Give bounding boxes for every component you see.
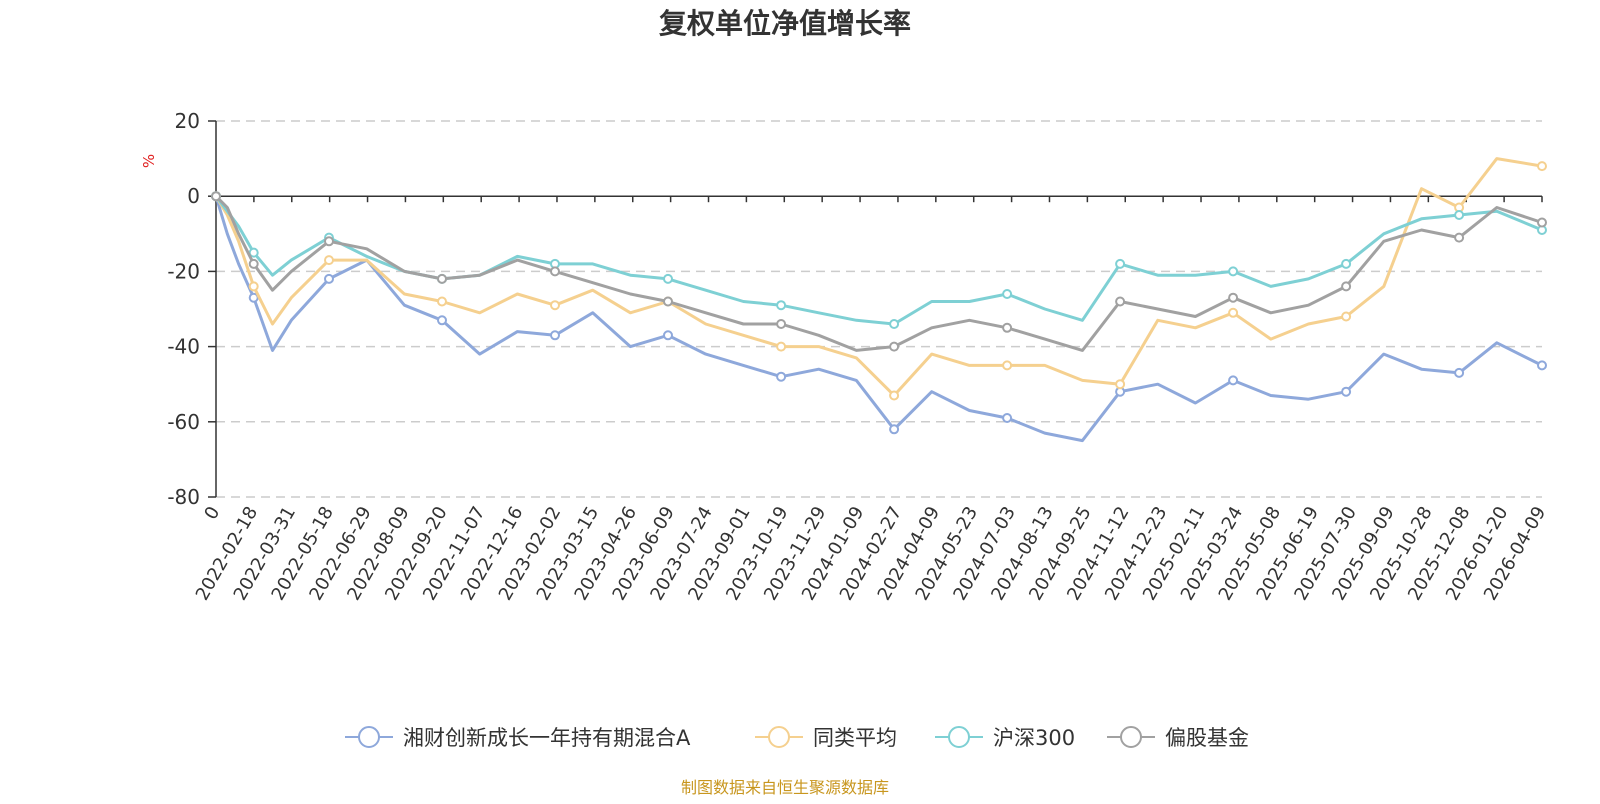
data-point bbox=[437, 296, 447, 307]
data-point bbox=[324, 273, 334, 284]
y-axis-unit-label: % bbox=[140, 154, 158, 168]
data-point bbox=[889, 319, 900, 329]
data-point bbox=[324, 255, 334, 266]
data-point bbox=[1228, 292, 1239, 303]
data-point bbox=[1454, 232, 1465, 243]
data-point bbox=[1228, 307, 1239, 318]
data-point bbox=[776, 319, 787, 329]
data-point bbox=[211, 191, 221, 202]
y-tick-label: 0 bbox=[187, 184, 200, 208]
data-point bbox=[776, 371, 787, 382]
data-point bbox=[550, 266, 560, 277]
legend-item[interactable]: 同类平均 bbox=[755, 726, 897, 750]
legend[interactable]: 湘财创新成长一年持有期混合A 同类平均 沪深300 偏股基金 bbox=[345, 726, 1249, 750]
data-point bbox=[889, 341, 900, 352]
y-tick-label: -40 bbox=[167, 335, 200, 359]
data-point bbox=[1115, 296, 1126, 307]
series-2 bbox=[211, 157, 1547, 401]
data-point bbox=[1002, 322, 1013, 333]
legend-item[interactable]: 沪深300 bbox=[935, 726, 1075, 750]
series-line bbox=[214, 194, 1544, 443]
legend-label: 同类平均 bbox=[813, 726, 897, 750]
legend-item[interactable]: 偏股基金 bbox=[1107, 726, 1249, 750]
legend-swatch-marker bbox=[768, 726, 790, 748]
data-point bbox=[663, 296, 673, 307]
series-line bbox=[214, 157, 1544, 397]
data-point bbox=[1002, 413, 1013, 423]
data-point bbox=[776, 341, 787, 352]
data-point bbox=[1228, 375, 1239, 386]
data-point bbox=[1002, 289, 1013, 299]
data-point bbox=[889, 390, 900, 401]
data-point bbox=[550, 300, 560, 311]
data-point bbox=[663, 273, 673, 284]
data-point bbox=[437, 315, 447, 326]
data-point bbox=[1341, 311, 1352, 322]
legend-swatch-marker bbox=[948, 726, 970, 748]
data-point bbox=[663, 330, 673, 341]
y-tick-label: 20 bbox=[175, 109, 200, 133]
data-point bbox=[1228, 266, 1239, 277]
data-point bbox=[776, 300, 787, 311]
legend-item[interactable]: 湘财创新成长一年持有期混合A bbox=[345, 726, 691, 750]
data-point bbox=[1537, 217, 1547, 228]
data-point bbox=[1341, 386, 1352, 397]
y-tick-label: -60 bbox=[167, 410, 200, 434]
data-point bbox=[1002, 360, 1013, 371]
data-point bbox=[1454, 210, 1465, 220]
legend-label: 湘财创新成长一年持有期混合A bbox=[403, 726, 691, 750]
legend-label: 沪深300 bbox=[993, 726, 1075, 750]
data-point bbox=[1537, 360, 1547, 371]
data-point bbox=[1341, 281, 1352, 292]
grid-layer bbox=[216, 120, 1542, 498]
data-point bbox=[324, 236, 334, 247]
data-point bbox=[889, 424, 900, 435]
chart-title: 复权单位净值增长率 bbox=[659, 7, 911, 40]
legend-swatch-marker bbox=[1120, 726, 1142, 748]
x-tick-label: 0 bbox=[200, 503, 224, 523]
data-point bbox=[437, 273, 447, 284]
data-source-note: 制图数据来自恒生聚源数据库 bbox=[681, 778, 889, 797]
data-point bbox=[1454, 367, 1465, 378]
legend-swatch-marker bbox=[358, 726, 380, 748]
series-4 bbox=[211, 191, 1547, 352]
y-tick-label: -20 bbox=[167, 259, 200, 283]
series-line bbox=[214, 194, 1544, 352]
data-point bbox=[1115, 379, 1126, 390]
data-point bbox=[550, 330, 560, 341]
data-point bbox=[1537, 161, 1547, 172]
data-point bbox=[248, 258, 259, 269]
series-layer bbox=[211, 157, 1547, 443]
data-point bbox=[1341, 258, 1352, 269]
series-1 bbox=[211, 191, 1547, 443]
y-tick-label: -80 bbox=[167, 485, 200, 509]
axis-layer: 200-20-40-60-8002022-02-182022-03-312022… bbox=[167, 109, 1550, 604]
data-point bbox=[248, 281, 259, 292]
legend-label: 偏股基金 bbox=[1165, 726, 1249, 750]
data-point bbox=[1115, 258, 1126, 269]
